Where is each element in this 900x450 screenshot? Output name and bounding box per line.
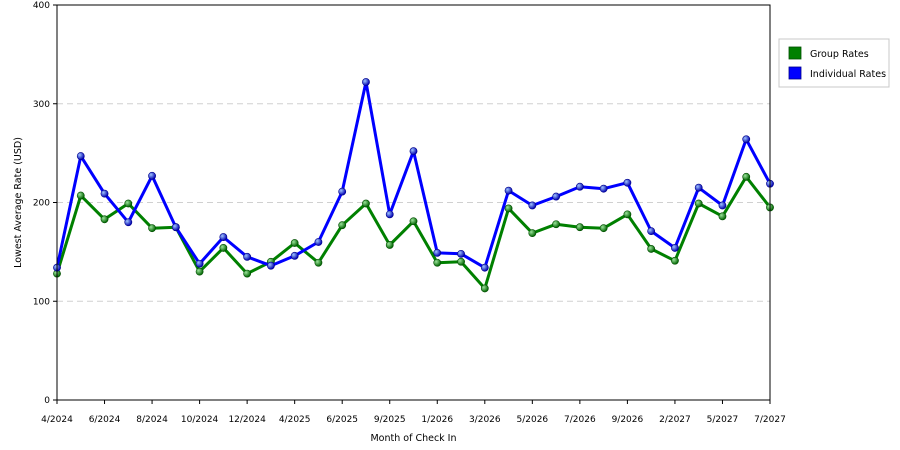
x-tick-label: 7/2026 bbox=[564, 415, 596, 425]
data-point bbox=[623, 210, 632, 219]
data-point bbox=[385, 241, 394, 249]
x-tick-label: 8/2024 bbox=[136, 415, 168, 425]
x-tick-label: 9/2026 bbox=[612, 415, 644, 425]
legend-label-group-rates: Group Rates bbox=[810, 49, 869, 60]
data-point bbox=[433, 248, 442, 257]
data-point bbox=[480, 284, 489, 293]
data-point bbox=[362, 199, 370, 208]
x-tick-label: 4/2024 bbox=[41, 415, 73, 425]
data-point bbox=[694, 199, 703, 208]
data-point bbox=[552, 192, 560, 201]
data-point bbox=[290, 251, 299, 260]
y-tick-label: 100 bbox=[33, 297, 50, 307]
data-point bbox=[694, 183, 703, 192]
data-point bbox=[76, 152, 85, 160]
data-point bbox=[504, 186, 513, 195]
data-point bbox=[195, 267, 204, 276]
data-point bbox=[148, 224, 156, 233]
data-point bbox=[243, 252, 252, 261]
x-tick-label: 3/2026 bbox=[469, 415, 501, 425]
data-point bbox=[171, 223, 180, 232]
data-point bbox=[219, 233, 228, 241]
y-tick-label: 200 bbox=[33, 199, 50, 209]
series-lines bbox=[53, 78, 774, 293]
data-point bbox=[195, 259, 204, 268]
data-point bbox=[385, 210, 394, 219]
data-point bbox=[742, 172, 751, 181]
data-point bbox=[243, 269, 252, 278]
data-point bbox=[100, 189, 109, 198]
data-point bbox=[76, 191, 85, 200]
x-tick-label: 6/2025 bbox=[326, 415, 358, 425]
data-point bbox=[457, 257, 465, 266]
data-point bbox=[480, 263, 489, 272]
legend: Group Rates Individual Rates bbox=[778, 38, 890, 88]
x-tick-label: 1/2026 bbox=[421, 415, 453, 425]
data-point bbox=[718, 212, 727, 221]
data-point bbox=[409, 147, 418, 156]
x-tick-label: 6/2024 bbox=[89, 415, 121, 425]
data-point bbox=[504, 204, 513, 213]
data-point bbox=[742, 135, 751, 144]
data-point bbox=[124, 218, 133, 227]
data-point bbox=[362, 78, 370, 86]
x-tick-label: 4/2025 bbox=[279, 415, 311, 425]
axes: 0 100 200 300 400 4/2024 6/2024 8/2024 10/2024 12… bbox=[33, 1, 786, 425]
data-point bbox=[599, 224, 608, 233]
series-line bbox=[55, 175, 772, 290]
y-tick-label: 400 bbox=[33, 1, 50, 11]
data-point bbox=[290, 239, 299, 247]
data-point bbox=[219, 244, 228, 252]
x-tick-label: 2/2027 bbox=[659, 415, 691, 425]
data-point bbox=[148, 171, 156, 180]
data-point bbox=[552, 220, 560, 229]
data-point bbox=[314, 258, 323, 267]
data-point bbox=[433, 258, 442, 267]
legend-label-individual-rates: Individual Rates bbox=[810, 69, 886, 80]
data-point bbox=[314, 238, 323, 246]
data-point bbox=[338, 187, 347, 196]
data-point bbox=[575, 223, 584, 232]
data-point bbox=[528, 229, 537, 238]
legend-swatch-group-rates bbox=[788, 46, 802, 60]
x-tick-label: 5/2027 bbox=[707, 415, 739, 425]
data-point bbox=[599, 184, 608, 193]
x-tick-label: 7/2027 bbox=[754, 415, 786, 425]
x-tick-label: 10/2024 bbox=[181, 415, 219, 425]
data-point bbox=[623, 178, 632, 187]
series-line bbox=[55, 80, 772, 270]
y-axis-title: Lowest Average Rate (USD) bbox=[13, 137, 24, 268]
data-point bbox=[575, 182, 584, 191]
data-point bbox=[647, 227, 656, 236]
data-point bbox=[718, 201, 727, 210]
series-0 bbox=[53, 172, 774, 293]
gridlines bbox=[57, 103, 770, 302]
data-point bbox=[457, 249, 465, 258]
x-axis-title: Month of Check In bbox=[370, 433, 456, 444]
x-tick-label: 5/2026 bbox=[516, 415, 548, 425]
x-tick-label: 12/2024 bbox=[228, 415, 266, 425]
data-point bbox=[124, 199, 133, 208]
data-point bbox=[266, 261, 275, 270]
data-point bbox=[528, 201, 537, 210]
series-1 bbox=[53, 78, 774, 272]
data-point bbox=[409, 217, 418, 226]
y-tick-label: 300 bbox=[33, 100, 50, 110]
x-tick-label: 9/2025 bbox=[374, 415, 406, 425]
data-point bbox=[338, 221, 347, 230]
data-point bbox=[647, 245, 656, 253]
data-point bbox=[671, 256, 679, 265]
y-tick-label: 0 bbox=[44, 396, 50, 406]
legend-swatch-individual-rates bbox=[788, 66, 802, 80]
data-point bbox=[100, 215, 109, 224]
data-point bbox=[671, 244, 679, 252]
